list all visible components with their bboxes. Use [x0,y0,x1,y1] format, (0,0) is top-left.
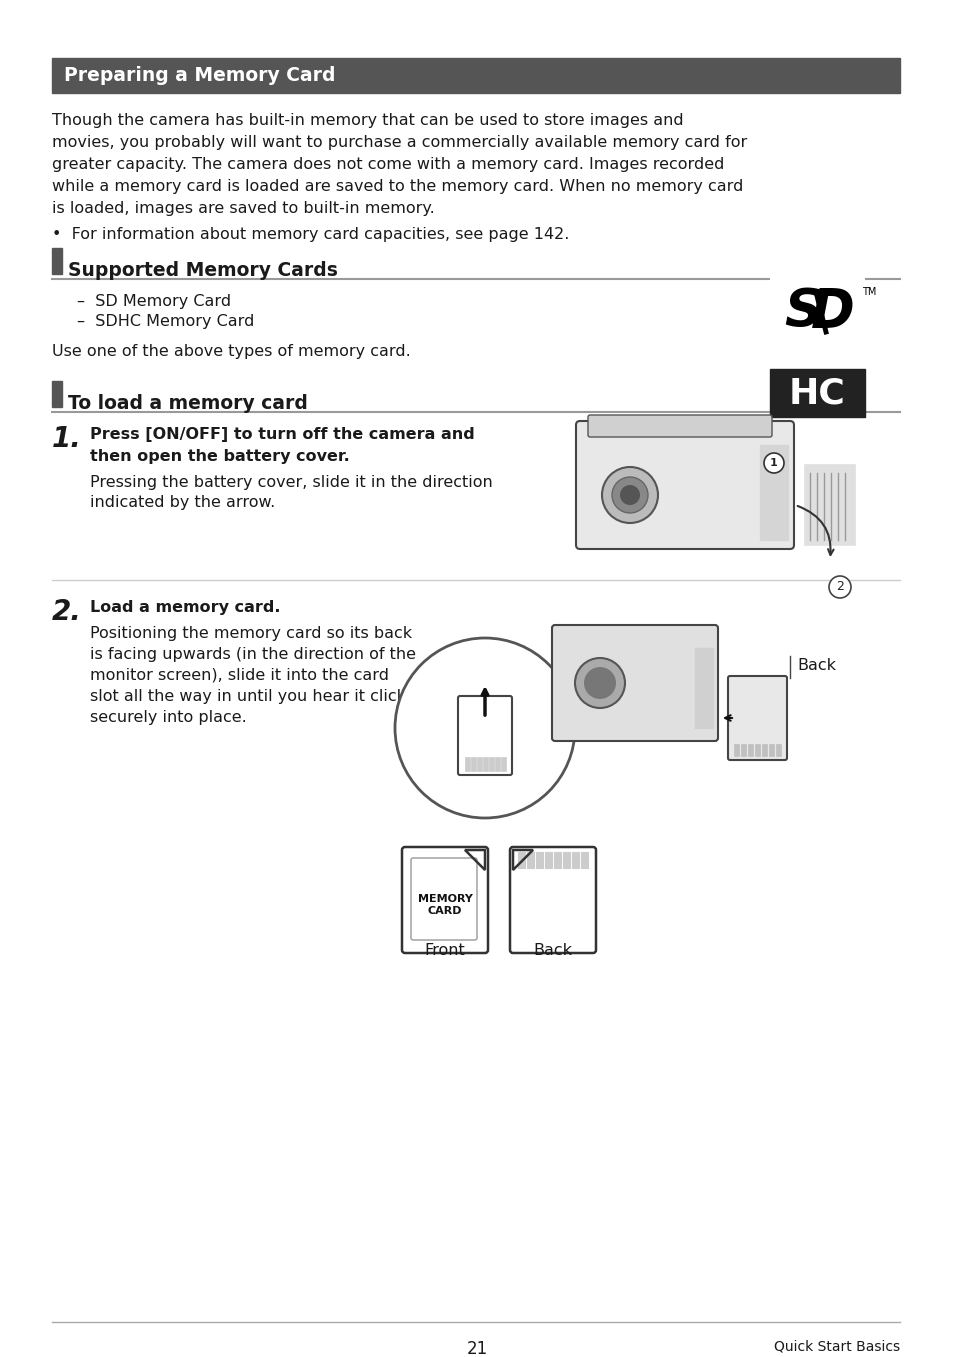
Bar [768,744,773,756]
Text: HC: HC [788,376,844,410]
Circle shape [612,478,647,513]
Text: TM: TM [862,286,876,297]
Text: Load a memory card.: Load a memory card. [90,600,280,615]
Text: then open the battery cover.: then open the battery cover. [90,449,350,464]
Circle shape [619,484,639,505]
FancyBboxPatch shape [587,415,771,437]
Bar [804,465,854,546]
Bar [740,744,745,756]
Polygon shape [464,849,484,870]
Text: Preparing a Memory Card: Preparing a Memory Card [64,66,335,85]
Text: movies, you probably will want to purchase a commercially available memory card : movies, you probably will want to purcha… [52,134,746,151]
FancyBboxPatch shape [727,676,786,760]
Circle shape [763,453,783,474]
Bar [769,277,864,347]
Bar [769,369,864,417]
Text: monitor screen), slide it into the card: monitor screen), slide it into the card [90,668,389,683]
Text: –  SD Memory Card: – SD Memory Card [77,294,231,309]
Text: Pressing the battery cover, slide it in the direction: Pressing the battery cover, slide it in … [90,475,493,490]
Bar [464,757,470,771]
Bar [471,757,476,771]
Bar [526,852,534,868]
Bar [536,852,542,868]
Bar [747,744,752,756]
Text: S: S [783,286,821,338]
FancyBboxPatch shape [401,847,488,953]
Bar [489,757,494,771]
FancyBboxPatch shape [457,696,512,775]
Circle shape [395,638,575,818]
Text: Front: Front [424,943,465,958]
Bar [544,852,552,868]
Bar [476,757,481,771]
Text: •  For information about memory card capacities, see page 142.: • For information about memory card capa… [52,227,569,242]
Text: D: D [810,286,854,338]
Circle shape [575,658,624,708]
Text: 2.: 2. [52,598,82,626]
Text: 1.: 1. [52,425,82,453]
Text: Quick Start Basics: Quick Start Basics [773,1339,899,1354]
Circle shape [583,668,616,699]
Circle shape [828,575,850,598]
Bar [572,852,578,868]
Bar [500,757,505,771]
Circle shape [601,467,658,522]
Text: is loaded, images are saved to built-in memory.: is loaded, images are saved to built-in … [52,201,435,216]
Text: Back: Back [796,658,835,673]
Text: To load a memory card: To load a memory card [68,394,308,413]
Bar [495,757,499,771]
Bar [695,649,712,727]
FancyBboxPatch shape [510,847,596,953]
Text: is facing upwards (in the direction of the: is facing upwards (in the direction of t… [90,647,416,662]
Bar [52,381,62,407]
Bar [580,852,587,868]
Bar [52,248,62,274]
Text: 2: 2 [835,581,843,593]
Bar [517,852,524,868]
Text: slot all the way in until you hear it click: slot all the way in until you hear it cl… [90,689,406,704]
Bar [482,757,488,771]
Text: 1: 1 [769,459,777,468]
FancyBboxPatch shape [552,626,718,741]
Bar [554,852,560,868]
Text: securely into place.: securely into place. [90,710,247,725]
Text: Back: Back [533,943,572,958]
Text: Positioning the memory card so its back: Positioning the memory card so its back [90,626,412,641]
Text: indicated by the arrow.: indicated by the arrow. [90,495,275,510]
Bar [760,445,787,540]
Bar [562,852,569,868]
Text: while a memory card is loaded are saved to the memory card. When no memory card: while a memory card is loaded are saved … [52,179,742,194]
Bar [775,744,781,756]
Text: MEMORY
CARD: MEMORY CARD [417,894,472,916]
Bar [733,744,739,756]
Polygon shape [513,849,533,870]
Bar [754,744,760,756]
Text: Though the camera has built-in memory that can be used to store images and: Though the camera has built-in memory th… [52,113,683,128]
Text: –  SDHC Memory Card: – SDHC Memory Card [77,313,254,328]
Text: Supported Memory Cards: Supported Memory Cards [68,261,337,280]
Text: greater capacity. The camera does not come with a memory card. Images recorded: greater capacity. The camera does not co… [52,157,723,172]
FancyBboxPatch shape [576,421,793,550]
Text: Use one of the above types of memory card.: Use one of the above types of memory car… [52,345,411,360]
Bar [52,58,899,94]
Text: 21: 21 [466,1339,487,1357]
Bar [761,744,766,756]
Text: Press [ON/OFF] to turn off the camera and: Press [ON/OFF] to turn off the camera an… [90,427,475,442]
